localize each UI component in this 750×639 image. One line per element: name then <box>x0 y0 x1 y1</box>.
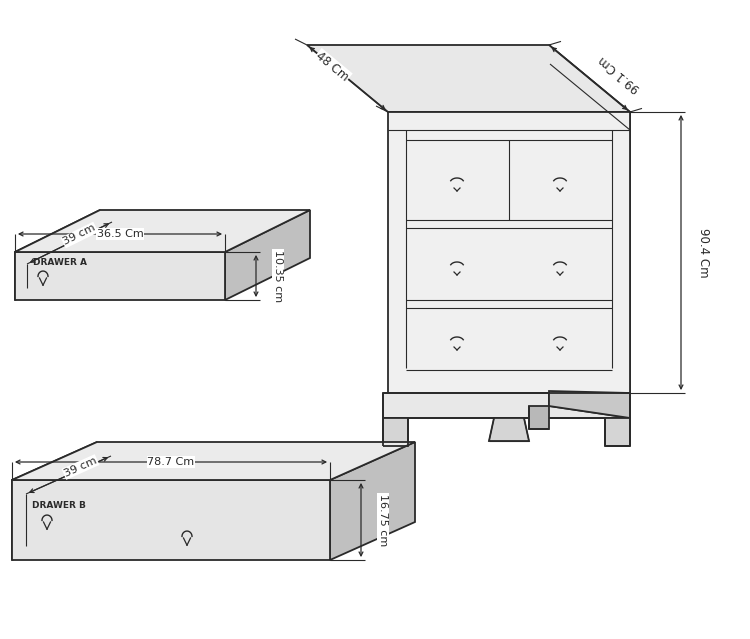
Polygon shape <box>15 210 100 300</box>
Text: DRAWER B: DRAWER B <box>32 500 86 509</box>
Text: 48 Cm: 48 Cm <box>314 49 352 84</box>
Polygon shape <box>15 210 310 252</box>
Polygon shape <box>12 442 97 560</box>
Polygon shape <box>549 393 630 418</box>
Polygon shape <box>111 456 401 508</box>
Polygon shape <box>27 246 298 288</box>
Polygon shape <box>12 442 415 480</box>
Polygon shape <box>383 418 408 446</box>
Polygon shape <box>388 112 630 393</box>
Text: 90.4 Cm: 90.4 Cm <box>697 227 709 277</box>
Polygon shape <box>15 252 225 300</box>
Polygon shape <box>307 45 630 112</box>
Polygon shape <box>529 406 549 429</box>
Polygon shape <box>549 45 630 393</box>
Polygon shape <box>112 222 298 246</box>
Text: DRAWER A: DRAWER A <box>33 258 87 266</box>
Polygon shape <box>330 442 415 560</box>
Text: 39 cm: 39 cm <box>62 223 98 247</box>
Polygon shape <box>383 393 630 418</box>
Text: 10.35 cm: 10.35 cm <box>273 250 283 302</box>
Polygon shape <box>12 480 330 560</box>
Text: 39 cm: 39 cm <box>63 456 98 479</box>
Polygon shape <box>26 508 401 546</box>
Polygon shape <box>605 418 630 446</box>
Text: 78.7 Cm: 78.7 Cm <box>148 457 194 467</box>
Text: 99.1 Cm: 99.1 Cm <box>596 52 643 95</box>
Polygon shape <box>489 418 529 441</box>
Text: 16.75 cm: 16.75 cm <box>378 494 388 546</box>
Text: 36.5 Cm: 36.5 Cm <box>97 229 143 239</box>
Polygon shape <box>549 391 630 418</box>
Polygon shape <box>225 210 310 300</box>
